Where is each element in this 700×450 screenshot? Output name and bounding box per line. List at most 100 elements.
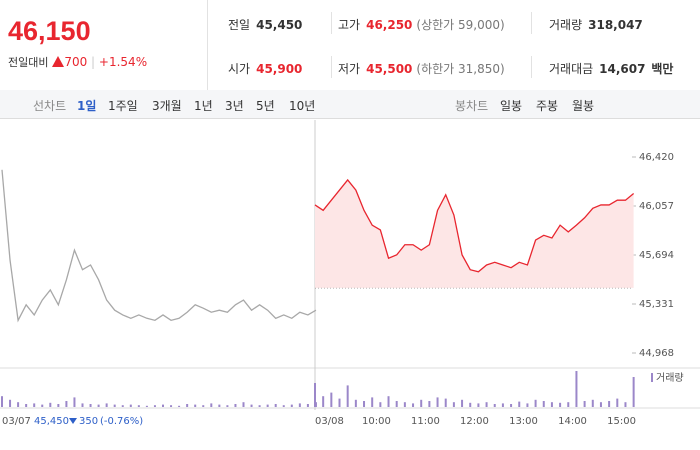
price-line — [1, 169, 317, 323]
volume-bar — [97, 404, 100, 407]
volume-bar — [616, 398, 619, 407]
volume-bar — [266, 404, 269, 407]
tab[interactable]: 주봉 — [536, 99, 559, 113]
tab[interactable]: 3개월 — [152, 99, 182, 113]
volume-bar — [210, 403, 213, 407]
prev-pct: (-0.76%) — [100, 416, 143, 427]
price-line — [314, 178, 635, 273]
down-icon — [69, 418, 77, 424]
stat-note: (상한가 59,000) — [416, 18, 505, 32]
tab[interactable]: 1일 — [77, 99, 97, 113]
volume-bar — [290, 404, 293, 407]
volume-bar — [234, 404, 237, 407]
stat-label: 거래량 — [549, 18, 583, 32]
volume-bar — [477, 403, 480, 407]
x-tick-label: 15:00 — [607, 416, 636, 427]
volume-bar — [403, 402, 406, 407]
volume-bar — [9, 399, 12, 407]
tab[interactable]: 3년 — [225, 99, 244, 113]
tab[interactable]: 10년 — [289, 99, 316, 113]
volume-bar — [591, 399, 594, 407]
stat-label: 전일 — [228, 18, 251, 32]
stat-label: 고가 — [338, 18, 361, 32]
volume-bar — [242, 402, 245, 407]
volume-bar — [559, 402, 562, 407]
x-tick-label: 03/08 — [315, 416, 344, 427]
volume-bar — [485, 402, 488, 407]
x-tick-label: 13:00 — [509, 416, 538, 427]
volume-bar — [624, 402, 627, 407]
stat-value: 45,500 — [366, 62, 413, 76]
summary: 46,150 전일대비 700 | +1.54% 전일 45,450 고가 46,2… — [0, 0, 700, 91]
volume-bar — [153, 405, 156, 407]
y-tick-label: 44,968 — [639, 348, 674, 359]
volume-bar — [49, 402, 52, 407]
volume-bar — [387, 396, 390, 407]
stat: 저가 45,500 (하한가 31,850) — [338, 60, 505, 77]
y-tick-label: 46,057 — [639, 201, 674, 212]
volume-bar — [89, 404, 92, 407]
volume-bar — [420, 399, 423, 407]
change: 전일대비 700 | +1.54% — [8, 55, 148, 69]
volume-bar — [65, 401, 68, 407]
y-tick-label: 46,420 — [639, 152, 674, 163]
legend-label: 거래량 — [656, 372, 684, 384]
period-tabs: 선차트 봉차트 1일 1주일 3개월 1년 3년 5년 10년 일봉 주봉 월봉 — [0, 90, 700, 119]
stat-value: 46,250 — [366, 18, 413, 32]
y-tick-label: 45,331 — [639, 299, 674, 310]
tab[interactable]: 1년 — [194, 99, 213, 113]
price-area — [315, 179, 634, 288]
volume-bar — [338, 398, 341, 407]
stat-value: 318,047 — [588, 18, 643, 32]
stat-label: 저가 — [338, 62, 361, 76]
volume-bar — [395, 401, 398, 407]
volume-bar — [444, 398, 447, 407]
prev-change: 350 — [79, 416, 98, 427]
volume-bar — [583, 401, 586, 407]
volume-bar — [575, 371, 578, 407]
tab[interactable]: 일봉 — [500, 99, 523, 113]
volume-bar — [354, 399, 357, 407]
stat-note: (하한가 31,850) — [416, 62, 505, 76]
volume-bar — [258, 405, 261, 407]
change-value: 700 — [64, 55, 88, 69]
volume-bar — [41, 404, 44, 407]
volume-bar — [542, 401, 545, 407]
volume-bar — [526, 403, 529, 407]
volume-bar — [186, 404, 189, 407]
change-label: 전일대비 — [8, 56, 49, 69]
tab[interactable]: 1주일 — [108, 99, 138, 113]
volume-bar — [412, 403, 415, 407]
volume-bar — [436, 397, 439, 407]
volume-bar — [17, 402, 20, 407]
up-icon — [52, 56, 65, 67]
stat-unit: 백만 — [651, 62, 674, 76]
stat-value: 14,607 — [599, 62, 646, 76]
divider — [531, 56, 532, 78]
volume-bar — [534, 399, 537, 407]
stat: 고가 46,250 (상한가 59,000) — [338, 16, 505, 33]
divider — [207, 0, 208, 90]
volume-bar — [250, 404, 253, 407]
volume-bar — [461, 399, 464, 407]
stat-value: 45,450 — [256, 18, 303, 32]
tab[interactable]: 5년 — [256, 99, 275, 113]
volume-bar — [501, 403, 504, 407]
volume-bar — [170, 405, 173, 407]
volume-bar — [599, 402, 602, 407]
volume-bar — [298, 403, 301, 407]
tab[interactable]: 월봉 — [572, 99, 595, 113]
volume-bar — [129, 404, 132, 407]
volume-bar — [57, 404, 60, 407]
volume-bar — [306, 404, 309, 407]
stat-value: 45,900 — [256, 62, 303, 76]
volume-bar — [632, 377, 635, 407]
volume-bar — [33, 403, 36, 407]
stat: 거래량 318,047 — [549, 16, 643, 33]
tab-group-label: 선차트 — [33, 99, 67, 113]
volume-bar — [178, 405, 181, 407]
